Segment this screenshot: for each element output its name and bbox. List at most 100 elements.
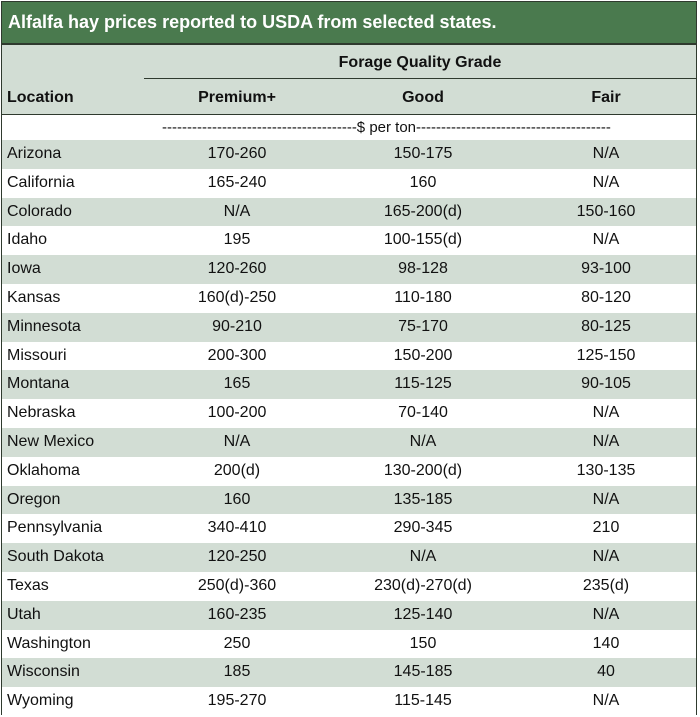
table-row: Montana 165 115-125 90-105: [2, 370, 696, 400]
cell-fair: 130-135: [576, 461, 636, 479]
table-row: Pennsylvania 340-410 290-345 210: [2, 514, 696, 544]
table-header: Forage Quality Grade Location Premium+ G…: [2, 43, 696, 115]
table-row: Kansas 160(d)-250 110-180 80-120: [2, 283, 696, 313]
cell-location: Oklahoma: [7, 461, 80, 479]
cell-good: 125-140: [393, 605, 453, 623]
cell-premium: 165: [223, 375, 251, 393]
cell-fair: 40: [597, 663, 615, 681]
cell-good: 115-125: [394, 375, 452, 393]
cell-location: New Mexico: [7, 432, 95, 450]
unit-label: ---------------------------------------$…: [2, 115, 696, 140]
cell-location: Utah: [7, 605, 41, 623]
cell-fair: 80-120: [581, 288, 631, 306]
cell-premium: 340-410: [207, 519, 267, 537]
table-row: Idaho 195 100-155(d) N/A: [2, 226, 696, 256]
cell-fair: N/A: [592, 173, 620, 191]
cell-fair: N/A: [592, 404, 620, 422]
cell-good: N/A: [409, 432, 437, 450]
cell-location: Nebraska: [7, 404, 76, 422]
cell-fair: N/A: [592, 145, 620, 162]
cell-location: Iowa: [7, 260, 41, 278]
column-header-good: Good: [402, 89, 444, 106]
cell-good: 75-170: [398, 317, 448, 335]
cell-premium: 100-200: [207, 404, 267, 422]
cell-good: 135-185: [393, 490, 453, 508]
table-row: New Mexico N/A N/A N/A: [2, 427, 696, 457]
cell-premium: 195: [223, 231, 251, 249]
table-row: Iowa 120-260 98-128 93-100: [2, 255, 696, 284]
cell-location: South Dakota: [7, 548, 104, 566]
cell-location: Wyoming: [7, 692, 74, 710]
table-row: Utah 160-235 125-140 N/A: [2, 600, 696, 630]
table-row: California 165-240 160 N/A: [2, 168, 696, 198]
cell-good: 160: [409, 173, 437, 191]
cell-premium: 185: [223, 663, 251, 681]
cell-fair: N/A: [592, 605, 620, 623]
table-body: Arizona 170-260 150-175 N/A California 165-24…: [2, 140, 696, 716]
header-divider: [144, 78, 696, 79]
cell-location: Washington: [7, 634, 91, 652]
cell-location: Colorado: [7, 202, 72, 220]
cell-good: 110-180: [394, 288, 452, 306]
cell-premium: 200-300: [207, 346, 267, 364]
cell-good: 230(d)-270(d): [374, 576, 472, 594]
table-row: South Dakota 120-250 N/A N/A: [2, 543, 696, 572]
column-header-fair: Fair: [591, 89, 621, 106]
cell-premium: 195-270: [207, 692, 267, 710]
cell-premium: 250: [223, 634, 251, 652]
cell-good: 150-200: [393, 346, 453, 364]
cell-good: 165-200(d): [383, 202, 463, 220]
cell-premium: N/A: [223, 432, 251, 450]
cell-fair: 93-100: [581, 260, 631, 278]
cell-fair: 140: [592, 634, 620, 652]
table-row: Washington 250 150 140: [2, 629, 696, 659]
table-row: Texas 250(d)-360 230(d)-270(d) 235(d): [2, 571, 696, 601]
cell-good: 145-185: [393, 663, 453, 681]
cell-good: 98-128: [398, 260, 448, 278]
cell-fair: N/A: [592, 231, 620, 249]
cell-premium: 165-240: [207, 173, 267, 191]
cell-good: 115-145: [394, 692, 452, 710]
cell-location: Montana: [7, 375, 70, 393]
cell-good: N/A: [409, 548, 437, 566]
cell-premium: 200(d): [213, 461, 261, 479]
table-row: Arizona 170-260 150-175 N/A: [2, 140, 696, 169]
cell-fair: 125-150: [576, 346, 636, 364]
table-row: Wyoming 195-270 115-145 N/A: [2, 687, 696, 716]
cell-premium: 170-260: [207, 145, 267, 162]
cell-premium: 160-235: [207, 605, 267, 623]
table-row: Minnesota 90-210 75-170 80-125: [2, 312, 696, 342]
cell-fair: 210: [592, 519, 620, 537]
cell-premium: 250(d)-360: [197, 576, 277, 594]
cell-premium: N/A: [223, 202, 251, 220]
cell-fair: N/A: [592, 692, 620, 710]
column-header-location: Location: [7, 89, 74, 106]
cell-fair: 80-125: [581, 317, 631, 335]
cell-fair: N/A: [592, 432, 620, 450]
cell-premium: 120-250: [207, 548, 267, 566]
table-row: Oregon 160 135-185 N/A: [2, 485, 696, 515]
table-row: Missouri 200-300 150-200 125-150: [2, 341, 696, 371]
cell-location: California: [7, 173, 75, 191]
cell-good: 100-155(d): [383, 231, 463, 249]
cell-fair: 90-105: [581, 375, 631, 393]
table-row: Nebraska 100-200 70-140 N/A: [2, 399, 696, 428]
cell-fair: N/A: [592, 548, 620, 566]
cell-location: Pennsylvania: [7, 519, 103, 537]
cell-location: Kansas: [7, 288, 61, 306]
table-row: Oklahoma 200(d) 130-200(d) 130-135: [2, 456, 696, 486]
table-row: Colorado N/A 165-200(d) 150-160: [2, 197, 696, 227]
cell-location: Minnesota: [7, 317, 81, 335]
cell-good: 130-200(d): [383, 461, 463, 479]
cell-good: 290-345: [393, 519, 453, 537]
cell-fair: N/A: [592, 490, 620, 508]
cell-location: Idaho: [7, 231, 48, 249]
table-row: Wisconsin 185 145-185 40: [2, 658, 696, 688]
cell-premium: 160: [223, 490, 251, 508]
cell-fair: 150-160: [576, 202, 636, 220]
cell-location: Oregon: [7, 490, 61, 508]
table-title: Alfalfa hay prices reported to USDA from…: [2, 2, 696, 43]
cell-premium: 90-210: [212, 317, 262, 335]
forage-quality-grade-label: Forage Quality Grade: [338, 54, 502, 71]
